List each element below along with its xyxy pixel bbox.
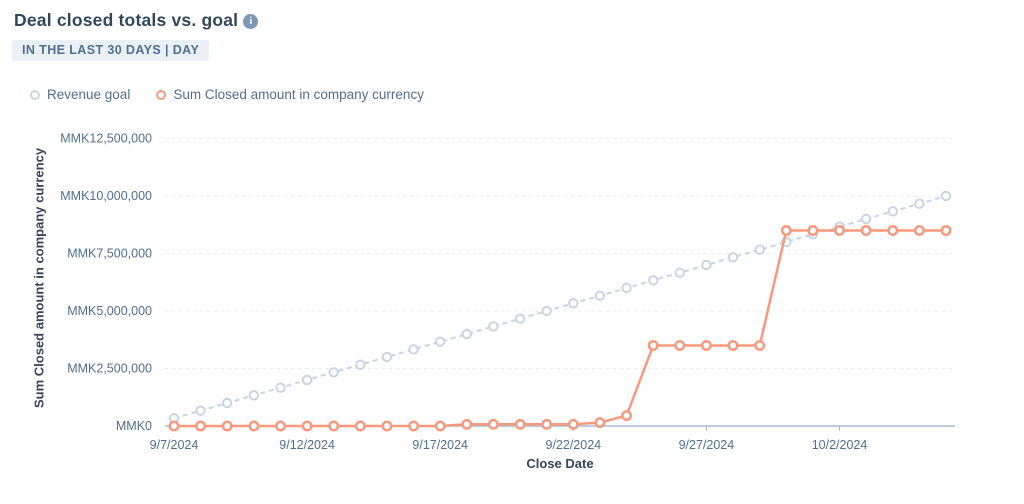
x-axis-tick-label: 9/17/2024 [412, 438, 468, 452]
data-point[interactable] [541, 418, 553, 430]
data-point[interactable] [674, 267, 685, 278]
x-axis-tick-label: 9/7/2024 [150, 438, 199, 452]
data-point[interactable] [914, 198, 925, 209]
x-axis-title: Close Date [526, 456, 594, 471]
data-point[interactable] [301, 374, 313, 386]
data-point[interactable] [727, 252, 739, 263]
data-point[interactable] [621, 282, 632, 294]
y-axis-tick-label: MMK2,500,000 [67, 362, 152, 376]
x-axis-tick-label: 9/27/2024 [679, 438, 735, 452]
data-point[interactable] [408, 420, 420, 432]
data-point[interactable] [913, 225, 925, 236]
data-point[interactable] [594, 290, 606, 301]
data-point[interactable] [461, 328, 472, 340]
legend-item-revenue-goal[interactable]: Revenue goal [30, 87, 130, 102]
data-point[interactable] [594, 417, 606, 429]
x-axis-tick-label: 9/12/2024 [279, 438, 335, 452]
data-point[interactable] [727, 340, 739, 351]
data-point[interactable] [381, 420, 393, 432]
data-point[interactable] [700, 340, 712, 351]
data-point[interactable] [435, 336, 446, 347]
data-point[interactable] [221, 420, 233, 432]
data-point[interactable] [834, 225, 845, 236]
legend-label-revenue-goal: Revenue goal [47, 87, 131, 102]
x-axis-tick-label: 10/2/2024 [812, 438, 868, 452]
data-point[interactable] [648, 275, 659, 286]
data-point[interactable] [434, 420, 446, 432]
data-point[interactable] [301, 420, 313, 432]
data-point[interactable] [647, 340, 659, 351]
chart-legend: Revenue goal Sum Closed amount in compan… [30, 87, 424, 102]
data-point[interactable] [328, 367, 339, 378]
data-point[interactable] [887, 225, 899, 236]
data-point[interactable] [381, 351, 393, 363]
data-point[interactable] [514, 313, 526, 324]
data-point[interactable] [514, 418, 526, 430]
y-axis-tick-label: MMK10,000,000 [60, 189, 152, 203]
y-axis-tick-label: MMK7,500,000 [67, 247, 152, 261]
y-axis-tick-label: MMK0 [116, 419, 152, 433]
data-point[interactable] [195, 420, 207, 432]
data-point[interactable] [807, 225, 819, 236]
x-axis-tick-label: 9/22/2024 [546, 438, 602, 452]
y-axis-tick-label: MMK5,000,000 [67, 304, 152, 318]
info-icon[interactable]: i [243, 14, 259, 29]
data-point[interactable] [275, 382, 286, 393]
data-point[interactable] [701, 259, 712, 271]
series-line-1 [174, 229, 946, 428]
data-point[interactable] [461, 418, 473, 430]
legend-label-sum-closed: Sum Closed amount in company currency [173, 87, 424, 102]
data-point[interactable] [674, 340, 686, 351]
data-point[interactable] [780, 225, 792, 236]
report-header: Deal closed totals vs. goal i [14, 10, 259, 31]
data-point[interactable] [355, 359, 366, 370]
data-point[interactable] [408, 344, 419, 355]
data-point[interactable] [275, 420, 286, 432]
y-axis-tick-label: MMK12,500,000 [60, 132, 152, 146]
data-point[interactable] [567, 418, 579, 430]
data-point[interactable] [568, 298, 579, 309]
data-point[interactable] [940, 190, 952, 202]
data-point[interactable] [940, 225, 952, 236]
legend-item-sum-closed[interactable]: Sum Closed amount in company currency [156, 87, 424, 102]
data-point[interactable] [487, 418, 499, 430]
data-point[interactable] [222, 397, 233, 409]
page-title: Deal closed totals vs. goal [14, 10, 239, 30]
data-point[interactable] [754, 244, 765, 255]
data-point[interactable] [248, 420, 260, 432]
data-point[interactable] [488, 321, 499, 332]
data-point[interactable] [248, 390, 260, 401]
date-range-badge: IN THE LAST 30 DAYS | DAY [12, 40, 210, 61]
data-point[interactable] [168, 420, 180, 432]
data-point[interactable] [354, 420, 366, 432]
data-point[interactable] [541, 305, 552, 317]
data-point[interactable] [195, 405, 206, 416]
data-point[interactable] [754, 340, 766, 351]
data-point[interactable] [621, 410, 633, 422]
data-point[interactable] [860, 213, 872, 225]
data-point[interactable] [860, 225, 872, 236]
data-point[interactable] [328, 420, 340, 432]
data-point[interactable] [887, 206, 898, 217]
chart-canvas[interactable]: MMK0 MMK2,500,000 MMK5,000,000 MMK7,500,000… [0, 118, 1024, 504]
legend-marker-closed-icon [156, 89, 167, 100]
legend-marker-goal-icon [30, 89, 40, 100]
